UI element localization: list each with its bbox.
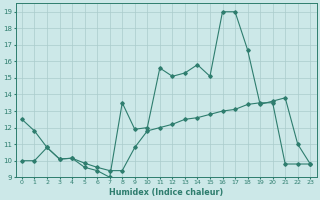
X-axis label: Humidex (Indice chaleur): Humidex (Indice chaleur): [109, 188, 223, 197]
